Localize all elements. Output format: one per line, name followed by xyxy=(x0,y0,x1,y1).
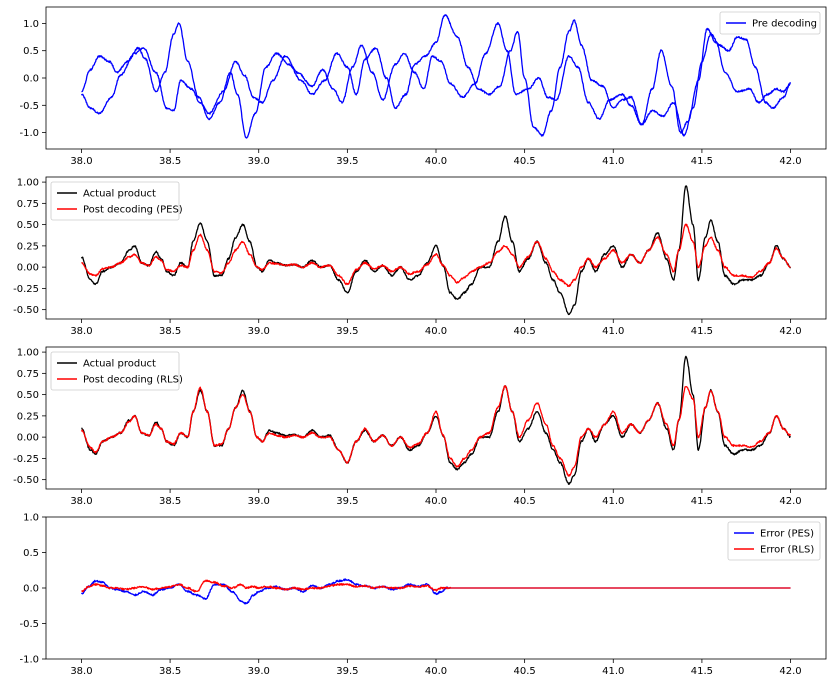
x-tick-label: 38.0 xyxy=(70,156,92,167)
legend: Error (PES) Error (RLS) xyxy=(727,521,821,561)
y-tick-label: 0.00 xyxy=(17,263,39,274)
x-tick-label: 38.5 xyxy=(159,326,181,337)
series-line-3-1 xyxy=(81,355,791,485)
x-tick-label: 38.5 xyxy=(159,666,181,677)
legend: Actual product Post decoding (RLS) xyxy=(50,351,183,391)
y-tick-label: -0.5 xyxy=(19,619,39,630)
chart-panel-1: 38.0 38.5 39.0 39.5 40.0 40.5 41.0 41.5 42.0 -1.0… xyxy=(19,6,827,167)
y-tick-label: 0.75 xyxy=(17,369,39,380)
legend: Actual product Post decoding (PES) xyxy=(50,181,183,221)
x-tick-label: 39.0 xyxy=(248,496,270,507)
x-tick-label: 41.0 xyxy=(602,156,624,167)
x-tick-label: 41.5 xyxy=(691,496,713,507)
x-tick-label: 38.5 xyxy=(159,156,181,167)
y-tick-label: 0.5 xyxy=(23,46,39,57)
y-tick-label: -1.0 xyxy=(19,128,39,139)
y-tick-label: -0.50 xyxy=(13,475,39,486)
x-tick-label: 39.5 xyxy=(336,326,358,337)
x-tick-label: 39.0 xyxy=(248,326,270,337)
y-tick-label: 0.00 xyxy=(17,433,39,444)
series-line-4-2 xyxy=(81,579,791,593)
x-tick-label: 38.0 xyxy=(70,666,92,677)
y-tick-label: 0.50 xyxy=(17,220,39,231)
x-tick-label: 40.0 xyxy=(425,326,447,337)
x-tick-label: 41.5 xyxy=(691,326,713,337)
x-tick-label: 41.5 xyxy=(691,156,713,167)
series-line-1-2 xyxy=(81,14,791,139)
legend-box xyxy=(727,521,821,561)
legend-label: Error (PES) xyxy=(760,529,814,540)
x-tick-label: 42.0 xyxy=(779,496,801,507)
y-tick-label: -0.25 xyxy=(13,284,39,295)
x-tick-label: 39.0 xyxy=(248,156,270,167)
x-tick-label: 40.0 xyxy=(425,666,447,677)
y-tick-label: -1.0 xyxy=(19,655,39,666)
y-tick-label: 1.00 xyxy=(17,178,39,189)
x-tick-label: 42.0 xyxy=(779,156,801,167)
chart-panel-2: 38.0 38.5 39.0 39.5 40.0 40.5 41.0 41.5 42.0 -0.5… xyxy=(13,176,827,337)
legend-label: Post decoding (PES) xyxy=(83,205,183,216)
x-tick-label: 40.0 xyxy=(425,496,447,507)
legend-label: Pre decoding xyxy=(752,19,817,30)
y-tick-label: 0.50 xyxy=(17,390,39,401)
x-tick-label: 41.0 xyxy=(602,326,624,337)
y-tick-label: -0.5 xyxy=(19,101,39,112)
y-tick-label: 1.0 xyxy=(23,513,39,524)
y-tick-label: 1.00 xyxy=(17,348,39,359)
axes-frame xyxy=(45,6,827,150)
x-tick-label: 41.0 xyxy=(602,666,624,677)
x-tick-label: 40.5 xyxy=(514,496,536,507)
y-tick-label: 0.75 xyxy=(17,199,39,210)
series-line-2-1 xyxy=(80,185,792,316)
y-tick-label: 0.0 xyxy=(23,74,39,85)
legend-label: Actual product xyxy=(83,189,156,200)
x-tick-label: 42.0 xyxy=(779,666,801,677)
x-tick-label: 39.5 xyxy=(336,496,358,507)
y-tick-label: 0.25 xyxy=(17,241,39,252)
x-tick-label: 39.5 xyxy=(336,666,358,677)
legend-box xyxy=(719,11,821,35)
x-tick-label: 40.5 xyxy=(514,326,536,337)
x-tick-label: 38.5 xyxy=(159,496,181,507)
y-tick-label: 0.25 xyxy=(17,411,39,422)
series-line-2-2 xyxy=(81,223,791,288)
series-line-4-1 xyxy=(80,578,791,605)
legend: Pre decoding xyxy=(719,11,821,35)
x-tick-label: 42.0 xyxy=(779,326,801,337)
y-tick-label: 1.0 xyxy=(23,19,39,30)
x-tick-label: 41.0 xyxy=(602,496,624,507)
legend-label: Actual product xyxy=(83,359,156,370)
x-tick-label: 39.5 xyxy=(336,156,358,167)
x-tick-label: 41.5 xyxy=(691,666,713,677)
series-line-3-2 xyxy=(80,385,792,477)
legend-box xyxy=(50,351,180,391)
legend-label: Post decoding (RLS) xyxy=(83,375,183,386)
chart-panel-3: 38.0 38.5 39.0 39.5 40.0 40.5 41.0 41.5 42.0 -0.5… xyxy=(13,346,827,507)
x-tick-label: 40.0 xyxy=(425,156,447,167)
legend-label: Error (RLS) xyxy=(760,545,814,556)
legend-box xyxy=(50,181,180,221)
x-tick-label: 38.0 xyxy=(70,496,92,507)
x-tick-label: 38.0 xyxy=(70,326,92,337)
x-tick-label: 40.5 xyxy=(514,156,536,167)
chart-panel-4: 38.0 38.5 39.0 39.5 40.0 40.5 41.0 41.5 42.0 -1.0… xyxy=(19,513,827,677)
y-tick-label: -0.50 xyxy=(13,305,39,316)
x-tick-label: 40.5 xyxy=(514,666,536,677)
y-tick-label: 0.5 xyxy=(23,548,39,559)
x-tick-label: 39.0 xyxy=(248,666,270,677)
y-tick-label: 0.0 xyxy=(23,584,39,595)
y-tick-label: -0.25 xyxy=(13,454,39,465)
series-line-1-1 xyxy=(80,21,792,134)
